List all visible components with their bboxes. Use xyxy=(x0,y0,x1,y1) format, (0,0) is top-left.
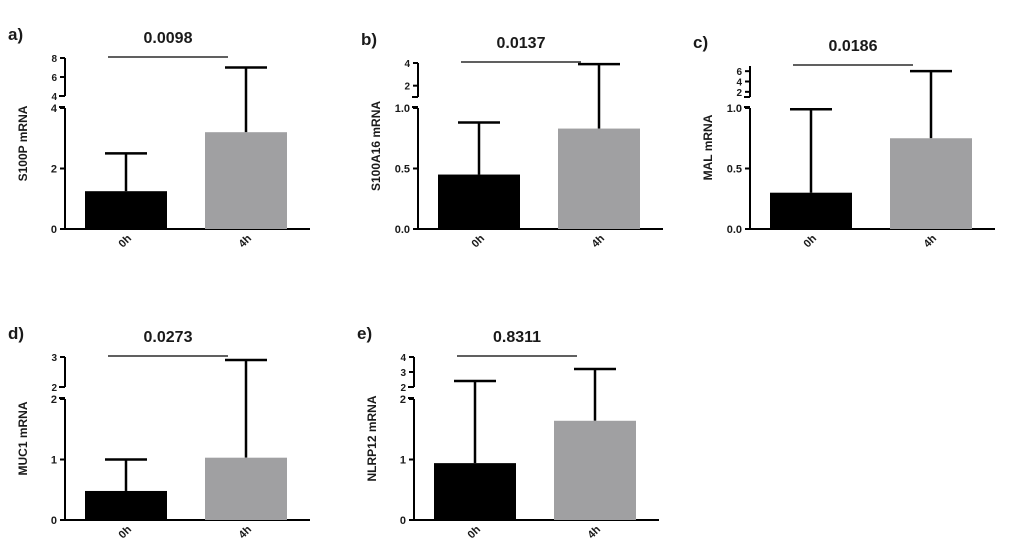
p-value-label: 0.0186 xyxy=(829,38,878,55)
y-tick-label: 1 xyxy=(51,455,57,467)
bar-0h xyxy=(770,192,852,229)
y-tick-label: 3 xyxy=(51,353,57,364)
y-tick-label: 2 xyxy=(51,164,57,176)
bar-4h xyxy=(890,138,972,229)
bar-0h xyxy=(434,463,516,520)
bar-4h xyxy=(554,420,636,520)
bar-4h xyxy=(205,132,287,229)
y-axis-title: S100P mRNA xyxy=(16,105,30,181)
panel-label: b) xyxy=(361,30,377,49)
p-value-label: 0.0098 xyxy=(144,30,193,47)
y-axis-title: MAL mRNA xyxy=(701,114,715,180)
p-value-label: 0.0273 xyxy=(144,329,193,346)
panel-label: c) xyxy=(693,33,708,52)
chart-panel-3: c) 0.0 0.5 1.0 246 MAL mRNA 0h 4h 0.0186 xyxy=(693,33,995,250)
chart-panel-5: e) 0 1 22 3 4 NLRP12 mRNA 0h 4h 0.8311 xyxy=(357,324,659,541)
panel-label: e) xyxy=(357,324,372,343)
y-tick-label: 0.0 xyxy=(395,224,410,236)
y-tick-label: 0.5 xyxy=(395,164,410,176)
x-tick-label: 4h xyxy=(237,523,255,541)
bar-4h xyxy=(558,128,640,229)
y-tick-label: 2 xyxy=(51,383,57,394)
x-tick-label: 4h xyxy=(590,232,608,250)
chart-panel-2: b) 0.0 0.5 1.0 2 4 S100A16 mRNA 0h 4h 0.0137 xyxy=(361,30,663,250)
panel-label: d) xyxy=(8,324,24,343)
chart-panel-4: d) 0 1 22 3 MUC1 mRNA 0h 4h 0.0273 xyxy=(8,324,310,541)
y-tick-label: 6 xyxy=(736,67,742,78)
y-tick-label: 0 xyxy=(51,515,57,527)
y-tick-label: 8 xyxy=(51,54,57,65)
y-tick-label: 0.0 xyxy=(727,224,742,236)
y-tick-label: 0.5 xyxy=(727,164,742,176)
y-tick-label: 2 xyxy=(51,394,57,406)
x-tick-label: 0h xyxy=(117,523,135,541)
y-tick-label: 4 xyxy=(51,92,57,103)
bar-0h xyxy=(85,191,167,229)
y-tick-label: 6 xyxy=(51,73,57,84)
x-tick-label: 0h xyxy=(802,232,820,250)
y-tick-label: 4 xyxy=(400,353,406,364)
y-tick-label: 1.0 xyxy=(395,103,410,115)
y-tick-label: 1 xyxy=(400,455,406,467)
y-tick-label: 0 xyxy=(51,224,57,236)
y-tick-label: 4 xyxy=(736,78,742,89)
bar-4h xyxy=(205,457,287,520)
p-value-label: 0.0137 xyxy=(497,35,546,52)
x-tick-label: 0h xyxy=(117,232,135,250)
y-tick-label: 1.0 xyxy=(727,103,742,115)
p-value-label: 0.8311 xyxy=(493,329,541,346)
y-axis-title: NLRP12 mRNA xyxy=(365,395,379,481)
x-tick-label: 4h xyxy=(237,232,255,250)
y-axis-title: S100A16 mRNA xyxy=(369,101,383,191)
y-tick-label: 4 xyxy=(404,59,410,70)
bar-0h xyxy=(438,174,520,229)
y-tick-label: 2 xyxy=(404,82,410,93)
y-tick-label: 3 xyxy=(400,368,406,379)
y-tick-label: 4 xyxy=(51,103,58,115)
y-tick-label: 2 xyxy=(400,383,406,394)
y-tick-label: 2 xyxy=(400,394,406,406)
x-tick-label: 4h xyxy=(586,523,604,541)
chart-panel-1: a) 0 2 44 6 8 S100P mRNA 0h 4h 0.0098 xyxy=(8,25,310,250)
y-tick-label: 0 xyxy=(400,515,406,527)
x-tick-label: 0h xyxy=(470,232,488,250)
y-tick-label: 2 xyxy=(736,88,742,99)
y-axis-title: MUC1 mRNA xyxy=(16,401,30,475)
x-tick-label: 0h xyxy=(466,523,484,541)
x-tick-label: 4h xyxy=(922,232,940,250)
bar-0h xyxy=(85,490,167,520)
panel-label: a) xyxy=(8,25,23,44)
